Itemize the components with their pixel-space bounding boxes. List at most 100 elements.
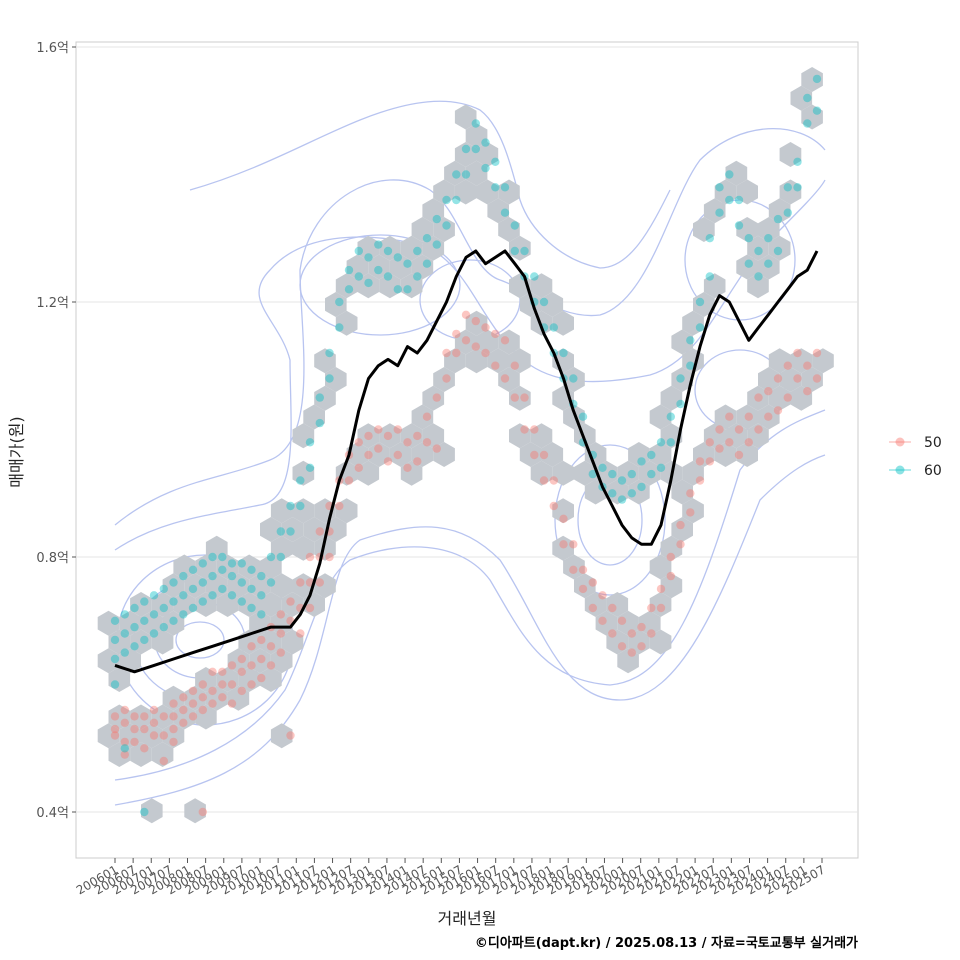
hexbin [227, 685, 250, 711]
data-point-60 [598, 463, 607, 472]
legend-item-50[interactable]: 50 [889, 435, 942, 451]
data-point-50 [149, 731, 159, 740]
data-point-50 [764, 387, 773, 396]
hexbin [725, 423, 748, 449]
data-point-60 [530, 272, 539, 281]
data-point-50 [598, 616, 607, 625]
hexbin [400, 423, 423, 449]
data-point-60 [247, 584, 256, 594]
data-point-60 [354, 246, 363, 256]
legend-key-60 [895, 465, 905, 475]
data-point-50 [159, 712, 168, 721]
data-point-50 [452, 348, 461, 358]
hexbin [238, 592, 260, 617]
hexbin [747, 423, 769, 449]
data-point-50 [803, 387, 812, 396]
data-point-50 [110, 724, 120, 734]
hexbin [389, 254, 412, 280]
data-point-60 [149, 591, 159, 600]
data-point-50 [793, 348, 802, 358]
hexbin [292, 535, 315, 561]
hexbin [130, 742, 152, 767]
data-point-50 [198, 693, 207, 702]
data-point-60 [159, 603, 168, 613]
data-point-50 [744, 438, 753, 447]
hexbin [249, 573, 271, 599]
data-point-60 [695, 323, 705, 332]
hexbin [227, 648, 250, 674]
data-point-50 [812, 348, 822, 358]
hexbin [368, 254, 390, 280]
data-point-50 [461, 336, 471, 345]
hexbin [422, 235, 445, 261]
hexbin [563, 554, 585, 580]
data-point-50 [354, 438, 363, 447]
data-point-60 [296, 501, 305, 511]
data-point-60 [491, 157, 500, 166]
density-contour [189, 100, 671, 269]
data-point-50 [422, 438, 432, 447]
data-point-60 [481, 138, 490, 147]
hexbin [790, 85, 813, 111]
hexbin [335, 273, 358, 299]
data-point-50 [130, 724, 139, 734]
hexbin [151, 629, 174, 655]
hexbin [173, 592, 196, 617]
hexbin [422, 198, 445, 224]
data-point-60 [120, 610, 129, 619]
hexbin [238, 667, 260, 692]
data-point-60 [773, 214, 783, 224]
hexbin [747, 273, 769, 299]
data-point-60 [686, 361, 695, 370]
data-point-50 [140, 724, 149, 734]
data-point-50 [374, 444, 383, 453]
data-point-50 [754, 425, 763, 434]
hexbin [368, 442, 390, 467]
hexbin [108, 742, 131, 767]
hexbin [227, 573, 250, 599]
data-point-50 [247, 661, 256, 670]
legend-item-60[interactable]: 60 [889, 463, 942, 479]
data-point-60 [471, 119, 480, 128]
data-point-60 [335, 297, 344, 307]
data-point-60 [442, 221, 451, 230]
hexbin [346, 442, 369, 467]
data-point-50 [647, 603, 656, 613]
data-point-60 [627, 489, 636, 498]
hexbin [584, 442, 607, 467]
data-point-60 [725, 195, 734, 205]
hexbin [649, 629, 672, 655]
data-point-50 [793, 374, 802, 383]
data-point-50 [559, 514, 568, 523]
data-point-50 [179, 705, 188, 715]
hexbin [141, 610, 163, 636]
data-point-60 [227, 591, 237, 600]
hexbin [335, 498, 358, 524]
data-point-50 [744, 412, 753, 421]
hexbin [509, 385, 531, 411]
hexbin [97, 648, 120, 674]
data-point-50 [647, 629, 656, 638]
data-point-60 [110, 680, 120, 689]
hexbin [303, 404, 325, 430]
density-contour [299, 234, 461, 336]
data-point-60 [617, 495, 627, 504]
data-point-50 [305, 603, 315, 613]
data-point-60 [198, 597, 207, 606]
hexbin [357, 460, 380, 486]
data-point-60 [335, 323, 344, 332]
data-point-60 [549, 323, 558, 332]
data-point-60 [510, 221, 519, 230]
data-point-60 [344, 285, 354, 294]
data-point-50 [257, 673, 266, 683]
data-point-60 [110, 654, 120, 664]
data-point-50 [364, 431, 373, 441]
data-point-50 [500, 336, 510, 345]
data-point-50 [237, 654, 246, 664]
data-point-60 [286, 527, 295, 536]
data-point-50 [773, 406, 783, 415]
data-point-60 [715, 183, 724, 192]
data-point-50 [812, 374, 822, 383]
data-point-50 [227, 699, 237, 708]
hexbin [173, 554, 196, 580]
